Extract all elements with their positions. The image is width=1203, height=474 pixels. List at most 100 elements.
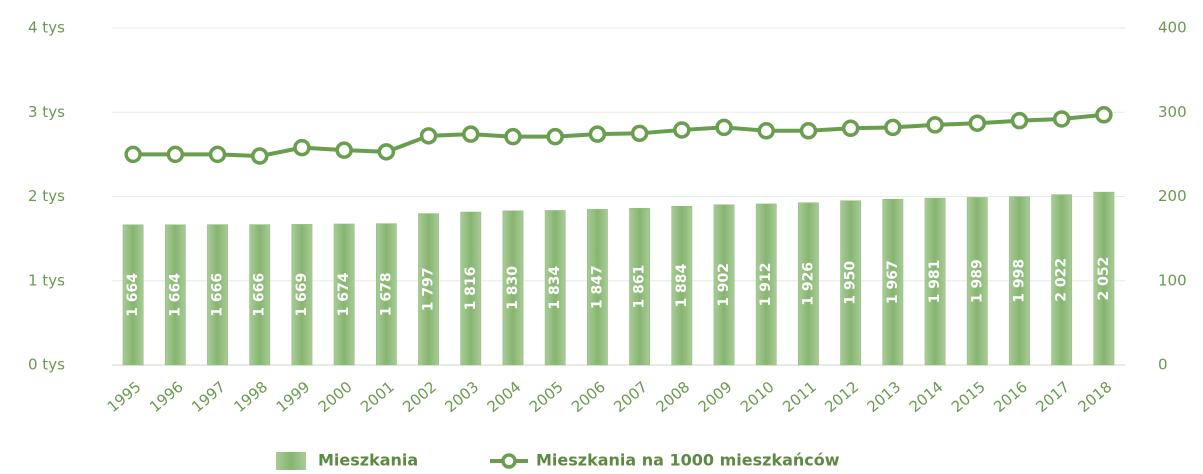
y-tick-label: 1 tys <box>28 271 65 289</box>
y2-tick-label: 400 <box>1158 19 1187 37</box>
line-point <box>546 127 564 146</box>
y-tick-label: 4 tys <box>28 19 65 37</box>
x-tick-label: 2012 <box>821 378 862 416</box>
x-tick-label: 1997 <box>188 378 229 416</box>
value-label: 1 834 <box>547 266 563 310</box>
line-point <box>1052 110 1071 128</box>
x-tick-label: 2003 <box>441 378 482 416</box>
x-tick-label: 2015 <box>948 378 989 416</box>
value-label: 1 816 <box>463 267 479 311</box>
value-label: 1 797 <box>421 267 437 311</box>
value-label: 1 902 <box>716 263 732 307</box>
line-point <box>208 145 227 164</box>
bar <box>882 199 904 366</box>
x-tick-label: 2014 <box>906 378 947 416</box>
bar <box>502 210 524 366</box>
bar <box>544 210 566 366</box>
line-point <box>377 143 396 161</box>
line-point <box>799 122 818 140</box>
value-label: 1 674 <box>336 272 352 316</box>
value-label: 1 666 <box>252 273 268 317</box>
bar <box>755 203 777 366</box>
line-point <box>1010 111 1029 130</box>
x-tick-label: 2004 <box>484 378 525 416</box>
line-point <box>757 122 775 140</box>
line-point <box>462 125 480 143</box>
x-tick-label: 2006 <box>568 378 609 416</box>
line-point <box>715 118 733 137</box>
x-tick-label: 2018 <box>1075 378 1116 416</box>
value-label: 1 666 <box>210 273 226 317</box>
bar <box>291 224 313 366</box>
value-label: 1 664 <box>125 273 141 317</box>
value-label: 1 981 <box>927 260 943 304</box>
x-tick-label: 2007 <box>610 378 651 416</box>
y-tick-label: 0 tys <box>28 356 65 374</box>
bar <box>629 207 650 366</box>
x-tick-label: 2017 <box>1032 378 1073 416</box>
x-tick-label: 2002 <box>399 378 440 416</box>
line-point <box>1095 106 1113 124</box>
x-tick-label: 2005 <box>526 378 567 416</box>
y2-tick-label: 200 <box>1158 187 1187 205</box>
legend-swatch <box>276 452 306 470</box>
line-point <box>841 119 860 138</box>
legend-label: Mieszkania <box>318 451 418 470</box>
bar <box>1093 191 1115 366</box>
value-label: 1 967 <box>885 260 901 304</box>
value-label: 1 847 <box>589 265 605 309</box>
line-point <box>968 114 987 132</box>
bar <box>798 202 819 366</box>
x-tick-label: 2010 <box>737 378 778 416</box>
x-tick-label: 1998 <box>230 378 271 416</box>
bar <box>924 197 946 366</box>
line-point <box>926 116 944 134</box>
legend-swatch <box>501 453 517 469</box>
line-point <box>419 127 438 145</box>
value-label: 1 669 <box>294 273 310 317</box>
x-tick-label: 1999 <box>273 378 314 416</box>
line-point <box>588 125 607 143</box>
value-label: 1 926 <box>800 262 816 306</box>
bar <box>1051 194 1073 366</box>
line-point <box>293 138 311 157</box>
value-label: 1 664 <box>167 273 183 317</box>
value-label: 1 998 <box>1011 259 1027 303</box>
x-tick-label: 2001 <box>357 378 398 416</box>
line-point <box>630 124 649 143</box>
value-label: 1 678 <box>378 272 394 316</box>
x-tick-label: 2009 <box>695 378 736 416</box>
bar <box>460 211 482 366</box>
y2-tick-label: 100 <box>1158 271 1187 289</box>
line-point <box>166 145 185 164</box>
line-point <box>335 141 353 159</box>
x-tick-label: 2008 <box>652 378 693 416</box>
x-tick-label: 2016 <box>990 378 1031 416</box>
value-label: 2 022 <box>1054 258 1070 302</box>
bar <box>164 224 186 366</box>
x-tick-label: 2011 <box>779 378 820 416</box>
x-tick-label: 2000 <box>315 378 356 416</box>
value-label: 1 830 <box>505 266 521 310</box>
bar <box>671 206 693 366</box>
bar <box>207 224 228 366</box>
line-point <box>504 127 522 146</box>
line-point <box>884 118 902 137</box>
bar <box>122 224 144 366</box>
bar <box>966 197 988 366</box>
line <box>133 112 1105 159</box>
bar <box>1009 196 1030 366</box>
y-tick-label: 3 tys <box>28 103 65 121</box>
value-label: 1 989 <box>969 259 985 303</box>
bar <box>375 223 397 366</box>
bar <box>333 223 355 366</box>
bar <box>587 209 608 366</box>
y2-tick-label: 300 <box>1158 103 1187 121</box>
x-tick-label: 1995 <box>104 378 145 416</box>
value-label: 1 884 <box>674 263 690 307</box>
legend-label: Mieszkania na 1000 mieszkańców <box>536 451 840 470</box>
x-tick-label: 2013 <box>863 378 904 416</box>
value-label: 1 861 <box>632 265 648 309</box>
y-tick-label: 2 tys <box>28 187 65 205</box>
